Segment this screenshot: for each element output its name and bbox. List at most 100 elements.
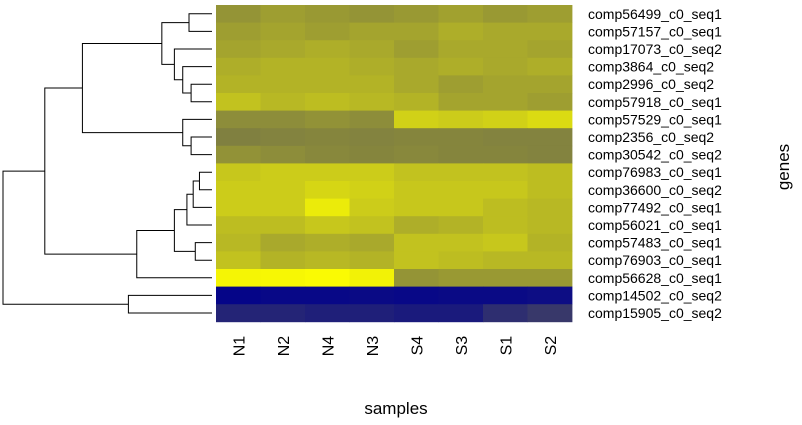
heatmap-cell <box>349 286 395 305</box>
heatmap-cell <box>438 22 484 41</box>
heatmap-cell <box>438 251 484 270</box>
heatmap-cell <box>349 40 395 59</box>
heatmap-cell <box>216 93 261 111</box>
heatmap-cell <box>527 22 573 41</box>
heatmap-cell <box>394 286 439 305</box>
heatmap-cell <box>216 233 261 252</box>
heatmap-cell <box>527 5 573 23</box>
heatmap-cell <box>305 198 350 217</box>
heatmap-cell <box>216 216 261 235</box>
dendrogram-branch <box>190 136 212 156</box>
heatmap-cell <box>305 251 350 270</box>
heatmap-cell <box>527 163 573 182</box>
heatmap-cell <box>483 181 528 199</box>
heatmap-cell <box>349 163 395 182</box>
heatmap-cell <box>527 40 573 59</box>
heatmap-cell <box>527 181 573 199</box>
heatmap-cell <box>260 181 306 199</box>
dendrogram-branch <box>2 170 129 305</box>
heatmap-cell <box>216 198 261 217</box>
column-label: N1 <box>231 336 248 357</box>
heatmap-cell <box>349 269 395 287</box>
heatmap-cell <box>305 128 350 147</box>
heatmap-cell <box>483 110 528 129</box>
heatmap-cell <box>438 163 484 182</box>
column-label: S3 <box>454 336 471 356</box>
heatmap-cell <box>394 40 439 59</box>
heatmap-cell <box>305 269 350 287</box>
heatmap-cell <box>349 145 395 164</box>
heatmap-cell <box>438 5 484 23</box>
heatmap-cell <box>349 181 395 199</box>
heatmap-cell <box>394 181 439 199</box>
heatmap-cell <box>216 163 261 182</box>
heatmap-cell <box>260 110 306 129</box>
heatmap-cell <box>527 286 573 305</box>
heatmap-cell <box>394 198 439 217</box>
column-label: N3 <box>365 336 382 357</box>
heatmap-cell <box>394 233 439 252</box>
heatmap-cell <box>527 233 573 252</box>
heatmap-cell <box>216 145 261 164</box>
heatmap-cell <box>438 75 484 94</box>
row-label: comp57529_c0_seq1 <box>588 111 722 127</box>
heatmap-cell <box>260 22 306 41</box>
heatmap-cell <box>527 93 573 111</box>
dendrogram-branch <box>192 180 212 208</box>
row-label: comp57483_c0_seq1 <box>588 235 722 251</box>
column-labels: N1 N2 N4 N3 S4 S3 S1 S2 <box>231 336 560 357</box>
heatmap-cell <box>483 216 528 235</box>
heatmap-cell <box>260 286 306 305</box>
heatmap-cell <box>394 22 439 41</box>
heatmap-cell <box>216 57 261 76</box>
heatmap-cell <box>527 198 573 217</box>
heatmap-cell <box>394 128 439 147</box>
heatmap-cell <box>483 22 528 41</box>
heatmap-cell <box>216 286 261 305</box>
heatmap-cell <box>438 198 484 217</box>
column-label: S4 <box>409 336 426 356</box>
heatmap-cell <box>305 110 350 129</box>
heatmap-cell <box>349 75 395 94</box>
heatmap-cell <box>438 93 484 111</box>
heatmap-cell <box>216 269 261 287</box>
heatmap-cell <box>260 163 306 182</box>
dendrogram-branch <box>81 43 183 134</box>
x-axis-title: samples <box>364 399 427 418</box>
heatmap-cell <box>260 216 306 235</box>
row-label: comp77492_c0_seq1 <box>588 199 722 215</box>
heatmap-cell <box>483 163 528 182</box>
heatmap-cell <box>216 251 261 270</box>
row-label: comp56021_c0_seq1 <box>588 217 722 233</box>
heatmap-cell <box>438 269 484 287</box>
heatmap-cell <box>483 5 528 23</box>
heatmap-cell <box>216 304 261 323</box>
heatmap-cell <box>349 22 395 41</box>
dendrogram-branch <box>190 83 212 103</box>
heatmap-cell <box>394 110 439 129</box>
dendrogram-branch <box>44 87 137 255</box>
heatmap-cell <box>260 75 306 94</box>
heatmap-cell <box>483 145 528 164</box>
heatmap-cell <box>394 5 439 23</box>
heatmap-cell <box>438 233 484 252</box>
dendrogram-branch <box>198 171 212 191</box>
heatmap-cell <box>260 40 306 59</box>
heatmap-cell <box>483 93 528 111</box>
heatmap-cell <box>349 57 395 76</box>
heatmap-cell <box>216 5 261 23</box>
heatmap-cell <box>305 286 350 305</box>
heatmap-cell <box>349 93 395 111</box>
dendrogram-branch <box>186 193 212 226</box>
heatmap-cell <box>305 5 350 23</box>
heatmap-cell <box>394 304 439 323</box>
heatmap-cell <box>305 40 350 59</box>
heatmap-cell <box>260 251 306 270</box>
y-axis-title: genes <box>774 144 793 190</box>
heatmap-cell <box>394 93 439 111</box>
heatmap-cell <box>483 269 528 287</box>
heatmap-cell <box>438 57 484 76</box>
heatmap-cell <box>438 128 484 147</box>
